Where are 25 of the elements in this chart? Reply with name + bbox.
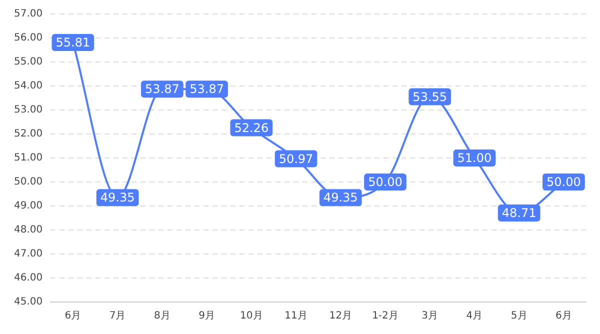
x-tick-label: 6月 (64, 310, 82, 322)
x-tick-label: 3月 (422, 310, 438, 322)
x-tick-label: 4月 (466, 310, 483, 322)
y-tick-label: 49.00 (14, 200, 43, 212)
x-tick-label: 9月 (198, 310, 215, 322)
x-tick-label: 5月 (510, 310, 528, 322)
x-tick-label: 8月 (154, 310, 170, 322)
y-tick-label: 51.00 (14, 152, 43, 164)
x-tick-label: 12月 (329, 310, 352, 322)
y-tick-label: 48.00 (14, 224, 43, 236)
y-tick-label: 52.00 (14, 128, 43, 140)
y-tick-label: 45.00 (14, 296, 43, 308)
y-tick-label: 47.00 (14, 248, 43, 260)
y-tick-label: 55.00 (14, 56, 43, 68)
y-tick-label: 46.00 (14, 272, 43, 284)
x-tick-label: 7月 (109, 310, 126, 322)
x-tick-label: 10月 (240, 310, 263, 322)
x-tick-label: 11月 (284, 310, 308, 322)
x-tick-label: 1-2月 (372, 310, 398, 322)
y-tick-label: 54.00 (14, 80, 43, 92)
x-tick-label: 6月 (556, 310, 572, 322)
y-tick-label: 50.00 (14, 176, 43, 188)
y-tick-label: 56.00 (14, 32, 43, 44)
y-tick-label: 53.00 (14, 104, 43, 116)
y-tick-label: 57.00 (14, 8, 43, 20)
